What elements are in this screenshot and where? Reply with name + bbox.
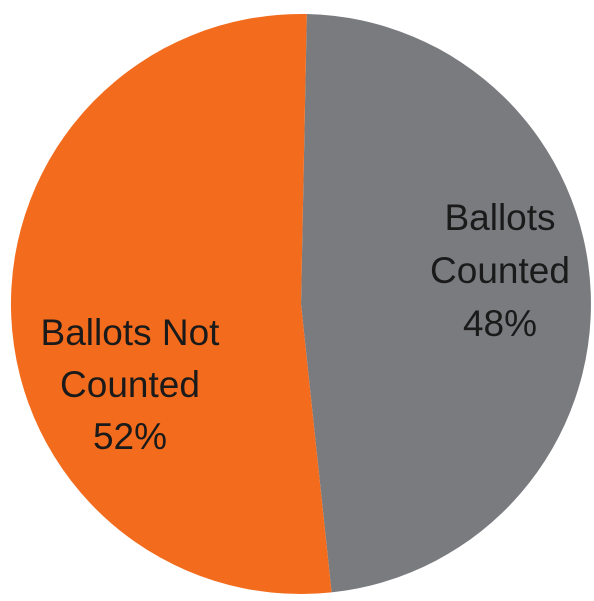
slice-percent-label-0: 48% [463, 303, 537, 344]
slice-label-line-0: Counted [430, 250, 570, 291]
pie-slice-1 [10, 14, 332, 595]
slice-label-line-0: Ballots [444, 197, 555, 238]
slice-label-line-1: Counted [60, 364, 200, 405]
pie-slice-0 [301, 14, 591, 593]
slices-layer [10, 14, 591, 595]
slice-percent-label-1: 52% [93, 416, 167, 457]
slice-label-line-1: Ballots Not [41, 312, 221, 353]
labels-layer: Ballots Counted 48% Ballots Not Counted 52% [41, 197, 570, 457]
